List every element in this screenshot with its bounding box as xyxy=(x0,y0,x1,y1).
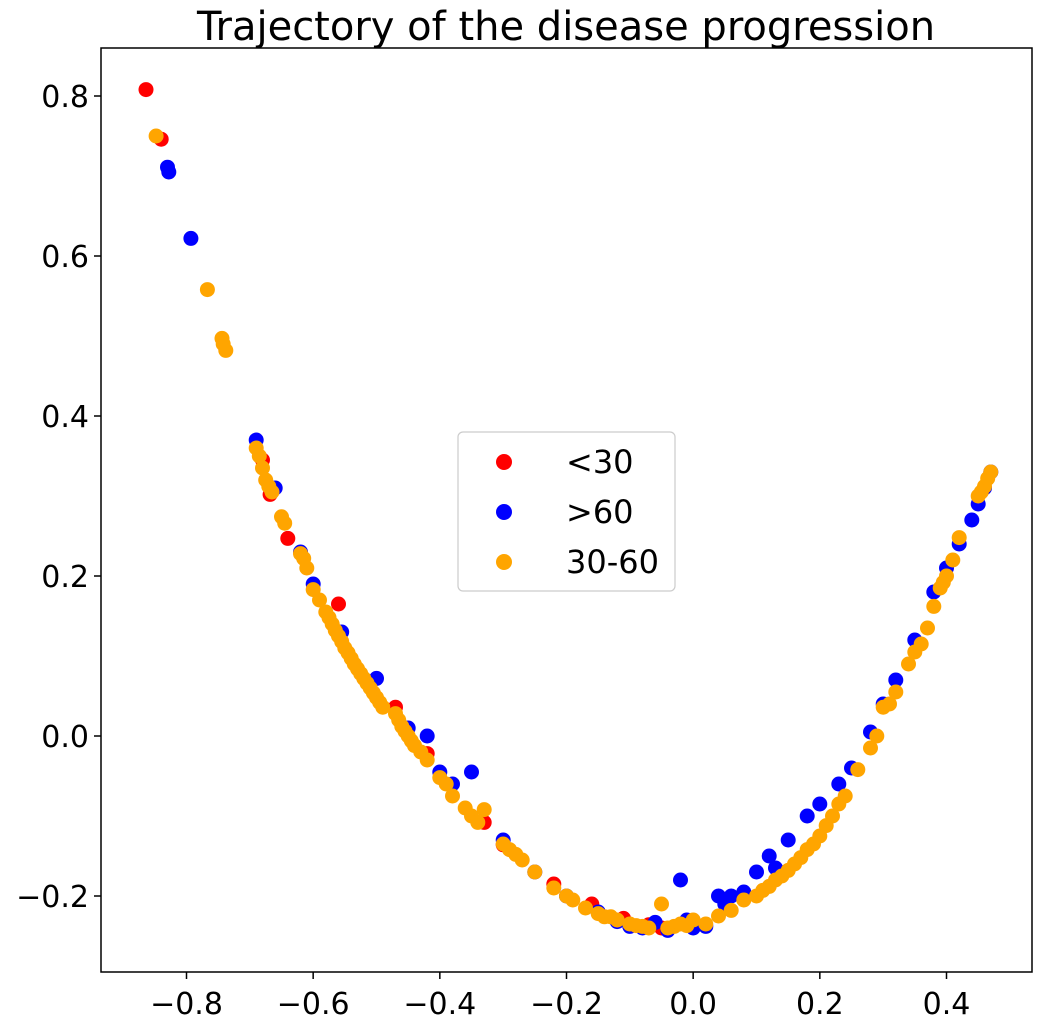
y-tick-label: 0.6 xyxy=(41,240,89,275)
point-series-2 xyxy=(312,592,327,608)
x-tick-label: −0.6 xyxy=(277,987,350,1022)
point-series-1 xyxy=(761,848,777,864)
point-series-0 xyxy=(331,596,346,612)
point-series-1 xyxy=(673,872,688,888)
point-series-2 xyxy=(863,740,878,756)
y-tick-label: −0.2 xyxy=(16,880,89,915)
point-series-2 xyxy=(199,282,215,298)
point-series-2 xyxy=(419,752,435,768)
point-series-2 xyxy=(939,568,954,584)
y-tick-label: 0.8 xyxy=(41,80,89,115)
legend-label: 30-60 xyxy=(566,543,659,581)
legend-label: >60 xyxy=(566,493,634,531)
point-series-1 xyxy=(812,796,828,812)
point-series-1 xyxy=(464,764,479,780)
legend: <30 >60 30-60 xyxy=(457,431,676,592)
point-series-2 xyxy=(565,892,581,908)
point-series-2 xyxy=(438,776,454,792)
point-series-1 xyxy=(419,728,435,744)
point-series-2 xyxy=(546,880,562,896)
data-points xyxy=(138,82,999,938)
chart-title: Trajectory of the disease progression xyxy=(196,4,935,50)
point-series-2 xyxy=(901,656,916,672)
x-axis: −0.8 −0.6 −0.4 −0.2 0.0 0.2 0.4 xyxy=(150,972,970,1022)
legend-label: <30 xyxy=(566,443,634,481)
point-series-2 xyxy=(218,342,234,358)
point-series-2 xyxy=(654,896,669,912)
point-series-2 xyxy=(983,464,999,480)
legend-marker xyxy=(496,504,512,520)
x-tick-label: 0.4 xyxy=(923,987,971,1022)
point-series-2 xyxy=(951,530,967,546)
point-series-0 xyxy=(138,82,154,98)
point-series-2 xyxy=(251,448,267,464)
point-series-2 xyxy=(470,814,486,830)
point-series-2 xyxy=(476,802,492,818)
point-series-2 xyxy=(920,620,935,636)
legend-marker xyxy=(496,454,512,470)
x-tick-label: 0.0 xyxy=(669,987,717,1022)
point-series-2 xyxy=(445,788,460,804)
x-tick-label: −0.2 xyxy=(530,987,603,1022)
point-series-2 xyxy=(514,852,530,868)
point-series-1 xyxy=(964,512,980,528)
point-series-2 xyxy=(945,552,961,568)
point-series-1 xyxy=(723,888,739,904)
point-series-1 xyxy=(831,776,847,792)
point-series-2 xyxy=(850,762,866,778)
legend-marker xyxy=(496,554,512,570)
y-tick-label: 0.0 xyxy=(41,720,89,755)
y-tick-label: 0.2 xyxy=(41,560,89,595)
x-tick-label: −0.8 xyxy=(150,987,223,1022)
point-series-2 xyxy=(698,916,714,932)
point-series-1 xyxy=(749,864,764,880)
y-axis: −0.2 0.0 0.2 0.4 0.6 0.8 xyxy=(16,80,101,915)
point-series-2 xyxy=(825,808,840,824)
point-series-2 xyxy=(711,908,726,924)
x-tick-label: 0.2 xyxy=(796,987,844,1022)
point-series-2 xyxy=(255,460,270,476)
point-series-1 xyxy=(888,672,904,688)
point-series-0 xyxy=(280,530,296,546)
point-series-1 xyxy=(799,808,815,824)
point-series-2 xyxy=(736,892,752,908)
point-series-2 xyxy=(527,864,543,880)
point-series-2 xyxy=(882,696,897,712)
point-series-2 xyxy=(299,560,315,576)
point-series-2 xyxy=(869,728,885,744)
point-series-2 xyxy=(148,128,164,144)
point-series-2 xyxy=(926,598,942,614)
x-tick-label: −0.4 xyxy=(403,987,476,1022)
y-tick-label: 0.4 xyxy=(41,400,89,435)
point-series-2 xyxy=(913,636,929,652)
point-series-2 xyxy=(277,515,293,531)
point-series-2 xyxy=(375,699,391,715)
legend-box xyxy=(457,431,676,592)
point-series-1 xyxy=(161,164,177,180)
point-series-2 xyxy=(685,912,701,928)
point-series-1 xyxy=(183,230,199,246)
point-series-2 xyxy=(888,684,904,700)
point-series-2 xyxy=(837,788,853,804)
point-series-2 xyxy=(723,902,739,918)
point-series-2 xyxy=(578,900,593,916)
point-series-2 xyxy=(641,920,657,936)
point-series-2 xyxy=(264,484,280,500)
point-series-2 xyxy=(609,912,625,928)
point-series-1 xyxy=(780,832,796,848)
